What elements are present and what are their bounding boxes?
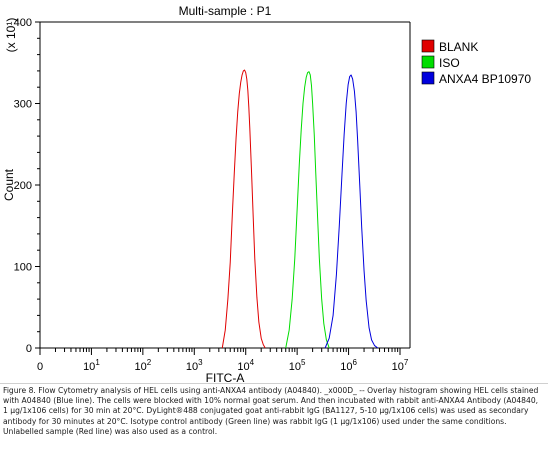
y-axis-multiplier: (x 10¹) [4,18,18,53]
caption-frame [0,383,548,456]
x-tick-exponent: 7 [404,358,409,367]
x-tick-exponent: 5 [301,358,306,367]
x-tick-label: 102 [135,358,152,373]
series-line-blank [221,69,266,349]
x-tick-base: 0 [37,361,43,373]
series-line-anxa4-bp10970 [324,74,379,349]
x-tick-base: 10 [289,361,301,373]
y-axis-label: Count [2,168,16,201]
x-tick-base: 10 [392,361,404,373]
series-line-iso [285,71,330,349]
legend-swatch [421,55,435,69]
x-tick-label: 107 [392,358,409,373]
x-tick-base: 10 [340,361,352,373]
x-tick-label: 101 [83,358,100,373]
legend: BLANK ISO ANXA4 BP10970 [421,39,531,86]
x-tick-base: 10 [83,361,95,373]
x-tick-label: 106 [340,358,357,373]
y-tick-label: 200 [14,180,32,192]
x-tick-exponent: 2 [147,358,152,367]
histogram-chart: Multi-sample : P1 (x 10¹) Count FITC-A 0… [2,4,531,383]
x-tick-label: 104 [237,358,254,373]
x-tick-exponent: 6 [352,358,357,367]
legend-label: ANXA4 BP10970 [439,72,531,86]
legend-swatch [421,39,435,53]
legend-label: ISO [439,56,460,70]
legend-swatch [421,71,435,85]
series-group [221,69,379,349]
x-tick-exponent: 3 [198,358,203,367]
y-tick-label: 0 [26,343,32,355]
x-tick-exponent: 1 [95,358,100,367]
figure-caption: Figure 8. Flow Cytometry analysis of HEL… [3,386,539,436]
chart-title: Multi-sample : P1 [179,4,272,18]
x-axis-label: FITC-A [206,371,245,383]
x-tick-base: 10 [237,361,249,373]
x-tick-label: 105 [289,358,306,373]
y-tick-label: 300 [14,99,32,111]
legend-label: BLANK [439,40,478,54]
x-tick-label: 103 [186,358,203,373]
x-tick-exponent: 4 [250,358,255,367]
x-tick-base: 10 [135,361,147,373]
y-tick-label: 400 [14,17,32,29]
x-tick-base: 10 [186,361,198,373]
y-tick-label: 100 [14,262,32,274]
x-tick-label: 0 [37,361,43,373]
